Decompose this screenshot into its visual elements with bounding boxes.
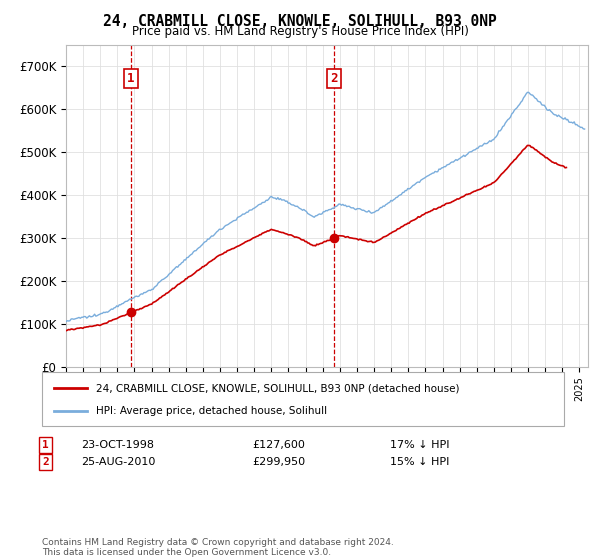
Text: £127,600: £127,600 xyxy=(252,440,305,450)
Text: 15% ↓ HPI: 15% ↓ HPI xyxy=(390,457,449,467)
Text: £299,950: £299,950 xyxy=(252,457,305,467)
Text: Contains HM Land Registry data © Crown copyright and database right 2024.
This d: Contains HM Land Registry data © Crown c… xyxy=(42,538,394,557)
Text: 1: 1 xyxy=(42,440,49,450)
Text: 1: 1 xyxy=(127,72,135,85)
Text: HPI: Average price, detached house, Solihull: HPI: Average price, detached house, Soli… xyxy=(96,405,327,416)
Text: 2: 2 xyxy=(330,72,338,85)
Text: 24, CRABMILL CLOSE, KNOWLE, SOLIHULL, B93 0NP (detached house): 24, CRABMILL CLOSE, KNOWLE, SOLIHULL, B9… xyxy=(96,384,460,393)
Text: Price paid vs. HM Land Registry's House Price Index (HPI): Price paid vs. HM Land Registry's House … xyxy=(131,25,469,38)
Text: 25-AUG-2010: 25-AUG-2010 xyxy=(81,457,155,467)
Text: 17% ↓ HPI: 17% ↓ HPI xyxy=(390,440,449,450)
Text: 24, CRABMILL CLOSE, KNOWLE, SOLIHULL, B93 0NP: 24, CRABMILL CLOSE, KNOWLE, SOLIHULL, B9… xyxy=(103,14,497,29)
Text: 2: 2 xyxy=(42,457,49,467)
Text: 23-OCT-1998: 23-OCT-1998 xyxy=(81,440,154,450)
